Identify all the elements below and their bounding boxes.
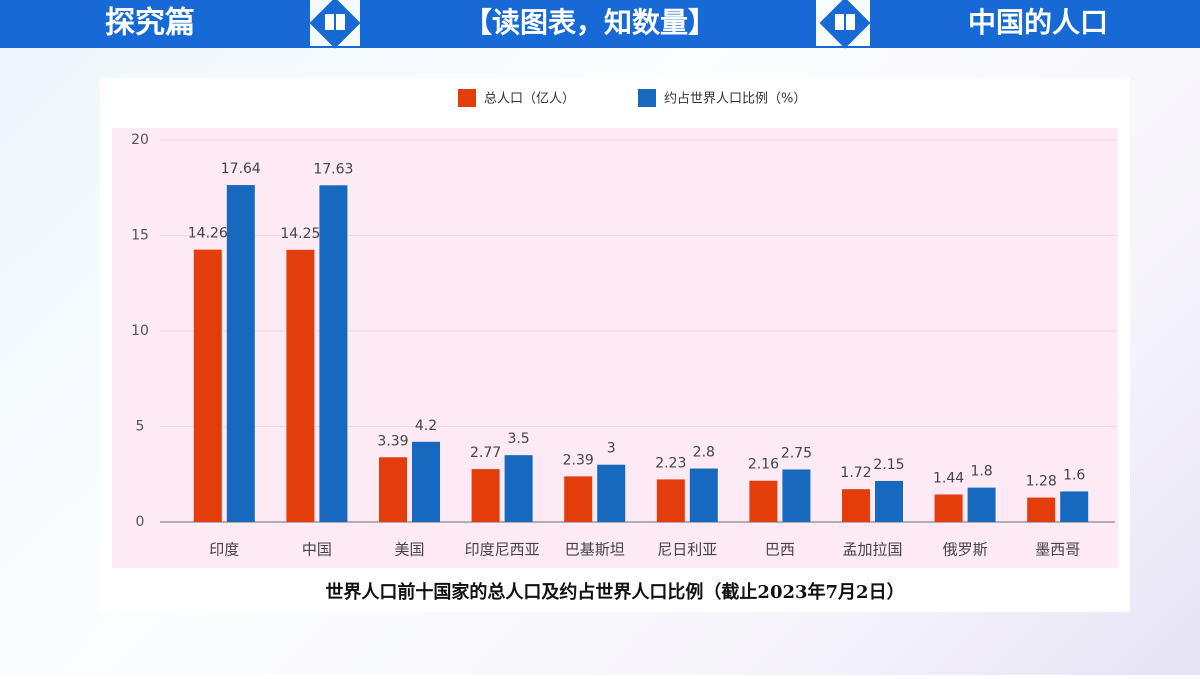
data-label: 1.8 bbox=[970, 464, 992, 480]
data-label: 3.5 bbox=[507, 431, 529, 447]
data-label: 2.8 bbox=[693, 445, 715, 461]
data-label: 2.75 bbox=[781, 445, 812, 461]
header-bar bbox=[870, 0, 1200, 46]
data-label: 2.16 bbox=[748, 457, 779, 473]
bar bbox=[504, 455, 533, 522]
data-label: 14.26 bbox=[188, 226, 228, 242]
y-tick-label: 10 bbox=[131, 323, 149, 339]
data-label: 14.25 bbox=[280, 226, 320, 242]
data-label: 1.6 bbox=[1063, 467, 1085, 483]
bar bbox=[967, 487, 996, 522]
y-tick-label: 20 bbox=[131, 132, 149, 148]
data-label: 4.2 bbox=[415, 418, 437, 434]
x-tick-label: 巴基斯坦 bbox=[565, 541, 625, 559]
header-line bbox=[0, 46, 1200, 48]
bar bbox=[875, 480, 903, 522]
x-tick-label: 墨西哥 bbox=[1035, 541, 1080, 559]
x-tick-label: 印度尼西亚 bbox=[465, 541, 540, 559]
data-label: 17.63 bbox=[313, 161, 353, 177]
x-tick-label: 俄罗斯 bbox=[943, 541, 988, 559]
data-label: 3 bbox=[607, 441, 616, 457]
bar bbox=[597, 464, 626, 522]
data-label: 1.72 bbox=[840, 465, 871, 481]
chart-title: 世界人口前十国家的总人口及约占世界人口比例（截止2023年7月2日） bbox=[325, 581, 904, 603]
bar bbox=[471, 469, 500, 522]
header-title: 探究篇 bbox=[105, 6, 195, 41]
bar bbox=[379, 457, 407, 522]
bar bbox=[1060, 491, 1089, 522]
y-tick-label: 15 bbox=[131, 228, 149, 244]
bar bbox=[412, 441, 440, 522]
data-label: 2.15 bbox=[873, 457, 904, 473]
y-tick-label: 0 bbox=[136, 514, 145, 530]
legend-swatch bbox=[638, 89, 656, 107]
x-tick-label: 印度 bbox=[209, 541, 239, 559]
bar bbox=[193, 249, 222, 522]
bar bbox=[286, 249, 315, 522]
x-tick-label: 美国 bbox=[394, 541, 424, 559]
bar bbox=[749, 480, 778, 522]
bar bbox=[656, 479, 685, 522]
header-bar bbox=[0, 0, 310, 46]
header-bar bbox=[360, 0, 816, 46]
bar bbox=[1027, 497, 1056, 522]
data-label: 1.28 bbox=[1026, 474, 1057, 490]
data-label: 2.77 bbox=[470, 445, 501, 461]
x-tick-label: 尼日利亚 bbox=[657, 541, 717, 559]
icon bbox=[819, 0, 871, 49]
legend-label: 总人口（亿人） bbox=[484, 92, 575, 107]
header-title: 【读图表，知数量】 bbox=[464, 6, 716, 39]
bar bbox=[689, 468, 718, 522]
data-label: 2.23 bbox=[655, 455, 686, 471]
legend-swatch bbox=[458, 89, 476, 107]
legend-label: 约占世界人口比例（%） bbox=[664, 92, 806, 107]
bar bbox=[842, 489, 870, 522]
bar bbox=[564, 476, 593, 522]
bar bbox=[319, 185, 348, 522]
data-label: 3.39 bbox=[377, 433, 408, 449]
bar bbox=[226, 185, 255, 523]
data-label: 2.39 bbox=[563, 452, 594, 468]
data-label: 17.64 bbox=[221, 161, 261, 177]
data-label: 1.44 bbox=[933, 470, 964, 486]
x-tick-label: 巴西 bbox=[765, 541, 795, 559]
bar bbox=[934, 494, 963, 522]
x-tick-label: 孟加拉国 bbox=[842, 541, 902, 559]
header-title: 中国的人口 bbox=[968, 6, 1108, 39]
x-tick-label: 中国 bbox=[302, 541, 332, 559]
y-tick-label: 5 bbox=[136, 419, 145, 435]
icon bbox=[309, 0, 361, 49]
bar bbox=[782, 469, 811, 522]
